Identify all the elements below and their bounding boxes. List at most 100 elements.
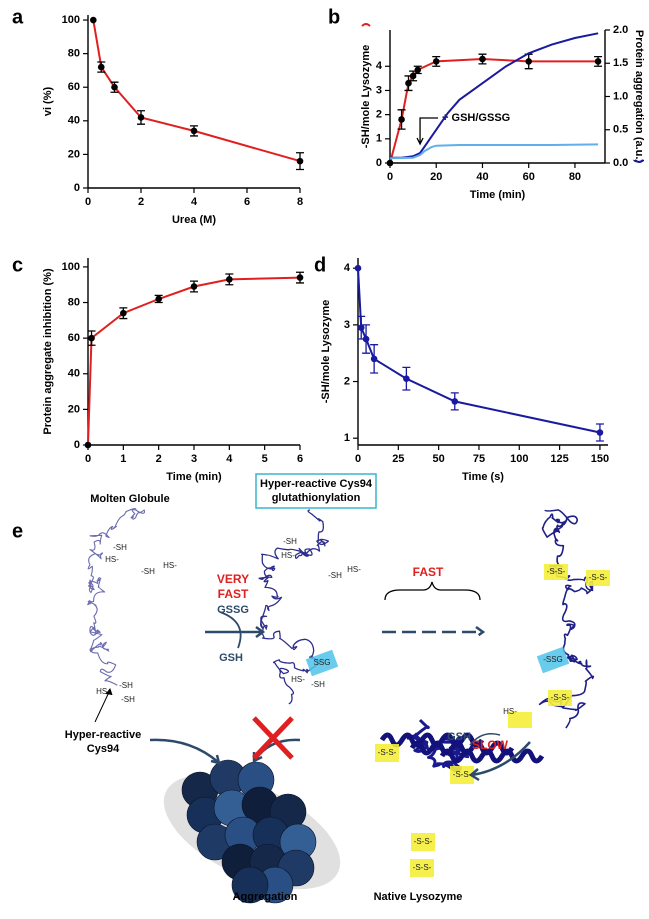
disulfide: [410, 859, 434, 877]
y-axis-label: vi (%): [42, 86, 54, 116]
y-axis-label: -SH/mole Lysozyme: [360, 45, 372, 149]
site-label: SSG: [314, 658, 331, 667]
y-tick-label: 3: [344, 319, 350, 331]
disulfide: [450, 766, 474, 784]
data-point: [386, 159, 394, 167]
reagent-arrow: [219, 611, 242, 649]
y2-axis-label: Protein aggregation (a.u.): [633, 30, 645, 164]
site-label: -SH: [113, 543, 127, 552]
y-tick-label: 80: [68, 296, 80, 308]
data-point: [362, 335, 370, 343]
protein-backbone: [87, 508, 146, 686]
site-label: -S-S-: [378, 748, 397, 757]
reagent-arrow: [469, 732, 501, 746]
box-title: glutathionylation: [272, 492, 361, 504]
helix: [439, 748, 545, 764]
data-point: [357, 324, 365, 332]
axis-key: [361, 23, 371, 27]
panel-label: e: [12, 520, 23, 542]
data-point: [525, 58, 533, 65]
disulfide: [586, 570, 610, 586]
rate-label: SLOW: [472, 738, 509, 752]
ssg-mark: [536, 646, 570, 674]
site-label: -SH: [119, 681, 133, 690]
x-tick-label: 0: [85, 196, 91, 208]
data-point: [155, 295, 162, 303]
panel-label: d: [314, 254, 326, 276]
y-axis-label: Protein aggregate inhibition (%): [42, 268, 54, 435]
aggregation-label: Aggregation: [233, 891, 298, 903]
series-line: [389, 143, 599, 160]
x-tick-label: 3: [191, 453, 197, 465]
y2-tick-label: 0.5: [613, 124, 628, 136]
brace: [384, 581, 481, 601]
x-tick-label: 4: [191, 196, 198, 208]
site-label: HS-: [347, 565, 361, 574]
x-tick-label: 125: [550, 453, 568, 465]
annotation-arrow: [416, 117, 439, 146]
x-tick-label: 1: [120, 453, 126, 465]
data-point: [111, 83, 118, 91]
box-title: Hyper-reactive Cys94: [260, 478, 373, 490]
data-point: [414, 66, 422, 74]
series-line: [92, 19, 301, 163]
x-tick-label: 0: [85, 453, 91, 465]
fold-arrow: [468, 741, 531, 782]
x-tick-label: 80: [569, 171, 581, 183]
site-label: -S-S-: [551, 693, 570, 702]
site-label: -SH: [283, 537, 297, 546]
data-point: [190, 127, 198, 135]
y-tick-label: 40: [68, 115, 80, 127]
protein-backbone: [258, 509, 330, 705]
x-axis-label: Time (s): [462, 471, 504, 483]
site-label: HS-: [281, 551, 295, 560]
y2-tick-label: 2.0: [613, 24, 628, 36]
site-label: HS-: [503, 707, 517, 716]
x-tick-label: 20: [430, 171, 442, 183]
ssg-mark: [305, 649, 339, 677]
x-tick-label: 2: [156, 453, 162, 465]
label-box: [255, 473, 377, 509]
diagram-art: [87, 508, 610, 904]
data-point: [432, 58, 440, 65]
annotation: + GSH/GSSG: [442, 112, 510, 124]
panel-label: c: [12, 254, 23, 276]
molten-label: Molten Globule: [90, 493, 169, 505]
y-tick-label: 4: [344, 262, 351, 274]
panel-label: a: [12, 6, 24, 28]
y-tick-label: 1: [344, 432, 350, 444]
disulfide: [548, 690, 572, 706]
rate-label: FAST: [218, 587, 249, 601]
data-point: [596, 429, 604, 436]
y-tick-label: 0: [376, 157, 382, 169]
y-tick-label: 80: [68, 48, 80, 60]
data-point: [370, 355, 378, 363]
y-tick-label: 60: [68, 81, 80, 93]
reagent-label: GSH: [447, 731, 471, 743]
data-point: [84, 441, 92, 449]
x-tick-label: 0: [387, 171, 393, 183]
disulfide: [508, 712, 532, 728]
x-axis-label: Time (min): [166, 471, 222, 483]
site-label: HS-: [96, 687, 110, 696]
reaction-arrow: [205, 625, 266, 639]
y-tick-label: 4: [376, 60, 383, 72]
data-point: [296, 274, 304, 281]
site-label: -SH: [121, 695, 135, 704]
data-point: [88, 334, 95, 342]
diagram-text: e Molten Globule Hyper-reactive Cys94 gl…: [12, 473, 608, 903]
data-point: [594, 58, 602, 65]
data-point: [405, 79, 412, 87]
y2-tick-label: 1.5: [613, 57, 628, 69]
y2-tick-label: 1.0: [613, 90, 628, 102]
site-label: -S-S-: [589, 573, 608, 582]
site-label: -S-S-: [413, 863, 432, 872]
rate-label: VERY: [217, 572, 249, 586]
site-label: -S-S-: [547, 567, 566, 576]
site-label: HS-: [163, 561, 177, 570]
data-point: [120, 309, 127, 317]
reagent-label: GSSG: [217, 604, 249, 616]
axis-key: [634, 159, 644, 163]
helix: [409, 740, 515, 756]
site-label: -SH: [311, 680, 325, 689]
